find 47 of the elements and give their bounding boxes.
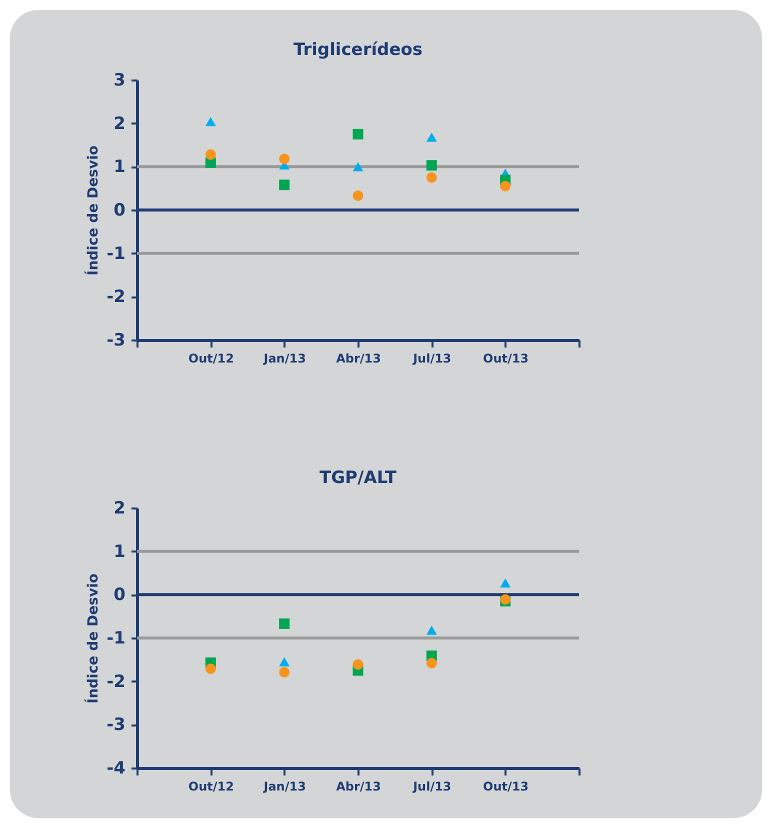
- x-tick-label: Out/12: [188, 352, 234, 366]
- y-tick-label: -2: [106, 287, 126, 308]
- x-tick-label: Out/13: [483, 352, 529, 366]
- y-tick-label: 0: [114, 585, 126, 606]
- chart-title: Triglicerídeos: [293, 40, 423, 60]
- point: [500, 578, 511, 588]
- y-axis-title: Índice de Desvio: [84, 573, 102, 704]
- y-tick-label: 1: [114, 157, 126, 178]
- point: [279, 618, 290, 629]
- x-tick-label: Out/13: [483, 780, 529, 794]
- point: [279, 657, 290, 666]
- point: [352, 190, 364, 201]
- x-tick-label: Jan/13: [262, 352, 306, 366]
- x-tick-label: Abr/13: [336, 352, 381, 366]
- point: [352, 128, 364, 140]
- y-tick-label: -1: [106, 628, 126, 648]
- x-tick-label: Jan/13: [262, 780, 306, 794]
- y-tick-label: 2: [114, 498, 126, 518]
- y-tick-label: 0: [114, 200, 126, 220]
- x-tick-label: Jul/13: [412, 352, 452, 366]
- y-tick-label: -1: [106, 244, 126, 264]
- y-tick-label: -3: [106, 330, 126, 350]
- point: [279, 180, 290, 190]
- point: [426, 626, 437, 635]
- point: [426, 160, 437, 171]
- y-tick-label: -3: [106, 715, 126, 736]
- y-tick-label: 3: [114, 70, 126, 90]
- point: [426, 132, 437, 142]
- point: [352, 162, 364, 172]
- y-tick-label: 1: [114, 542, 126, 562]
- point: [279, 154, 290, 164]
- point: [426, 172, 437, 183]
- point: [205, 117, 216, 126]
- chart-title: TGP/ALT: [320, 468, 397, 488]
- x-tick-label: Abr/13: [336, 780, 381, 794]
- point: [205, 664, 216, 674]
- point: [352, 659, 364, 670]
- point: [279, 667, 290, 678]
- point: [500, 180, 511, 192]
- y-tick-label: -4: [106, 758, 126, 778]
- point: [205, 149, 216, 160]
- x-tick-label: Out/12: [188, 780, 234, 794]
- y-tick-label: 2: [114, 114, 126, 134]
- y-axis-title: Índice de Desvio: [84, 145, 102, 276]
- point: [426, 658, 437, 668]
- x-tick-label: Jul/13: [412, 780, 452, 794]
- y-tick-label: -2: [106, 672, 126, 692]
